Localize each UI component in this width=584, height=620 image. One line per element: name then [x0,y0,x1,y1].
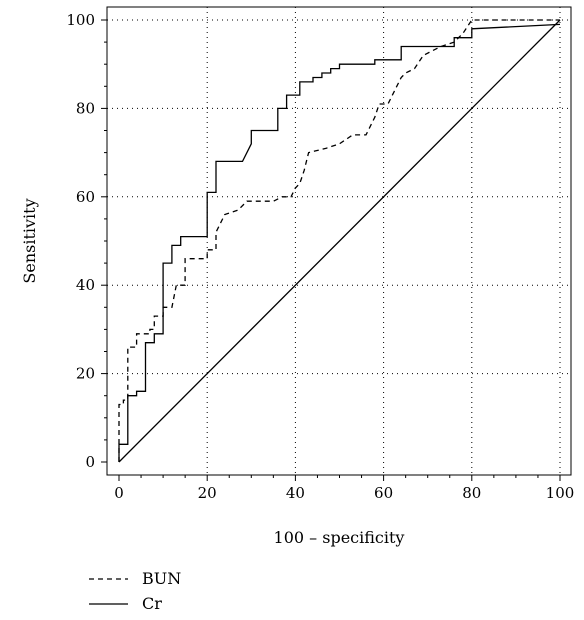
y-tick-label: 80 [76,99,95,117]
x-tick-label: 60 [374,484,393,502]
y-tick-label: 100 [66,11,95,29]
y-tick-label: 0 [85,453,95,471]
y-tick-label: 20 [76,365,95,383]
axis-ticks: 0 20 40 60 80 100 0 20 40 60 80 100 [66,11,574,502]
series-line-cr [118,23,561,462]
legend-label-cr: Cr [142,594,162,613]
x-tick-label: 20 [198,484,217,502]
reference-diagonal-line [118,19,561,463]
legend-label-bun: BUN [142,569,181,588]
x-tick-label: 0 [114,484,124,502]
grid-lines [107,7,571,475]
x-tick-label: 80 [462,484,481,502]
x-tick-label: 100 [546,484,575,502]
y-tick-label: 40 [76,276,95,294]
y-axis-title: Sensitivity [20,198,39,283]
legend: BUN Cr [89,569,181,613]
series-group [118,19,561,463]
y-tick-label: 60 [76,188,95,206]
series-line-bun [118,19,560,462]
x-axis-title: 100 – specificity [274,528,405,547]
x-tick-label: 40 [286,484,305,502]
